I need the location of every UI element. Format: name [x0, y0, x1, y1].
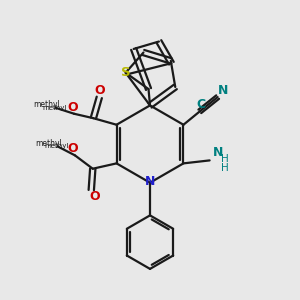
Text: O: O: [67, 142, 78, 155]
Text: O: O: [67, 101, 78, 114]
Text: N: N: [218, 84, 228, 97]
Text: O: O: [89, 190, 100, 203]
Text: H: H: [220, 154, 228, 164]
Text: methyl: methyl: [44, 143, 68, 149]
Text: N: N: [213, 146, 224, 159]
Text: methyl: methyl: [33, 100, 60, 109]
Text: methyl: methyl: [42, 105, 66, 111]
Text: C: C: [197, 98, 206, 111]
Text: methyl: methyl: [35, 139, 62, 148]
Text: S: S: [122, 66, 131, 79]
Text: H: H: [220, 163, 228, 173]
Text: O: O: [94, 84, 105, 98]
Text: N: N: [145, 175, 155, 188]
